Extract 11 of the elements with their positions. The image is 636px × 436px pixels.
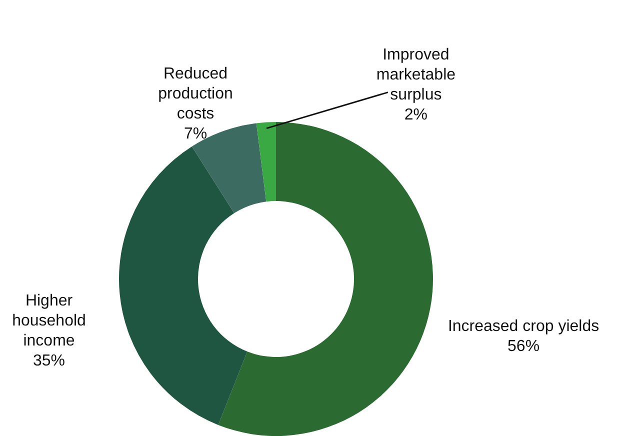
slice-label: Higher household income <box>12 292 86 350</box>
donut-slice <box>119 146 248 425</box>
slice-label: Reduced production costs <box>158 66 233 123</box>
data-label: 7% <box>184 126 208 143</box>
donut-slice <box>256 122 276 202</box>
slice-label: Improved marketable surplus <box>376 46 456 104</box>
data-label: 2% <box>404 106 428 124</box>
data-label: 56% <box>508 338 540 356</box>
donut-slice <box>218 122 433 436</box>
data-label: 35% <box>32 352 66 370</box>
slice-label: Increased crop yields <box>448 318 600 336</box>
